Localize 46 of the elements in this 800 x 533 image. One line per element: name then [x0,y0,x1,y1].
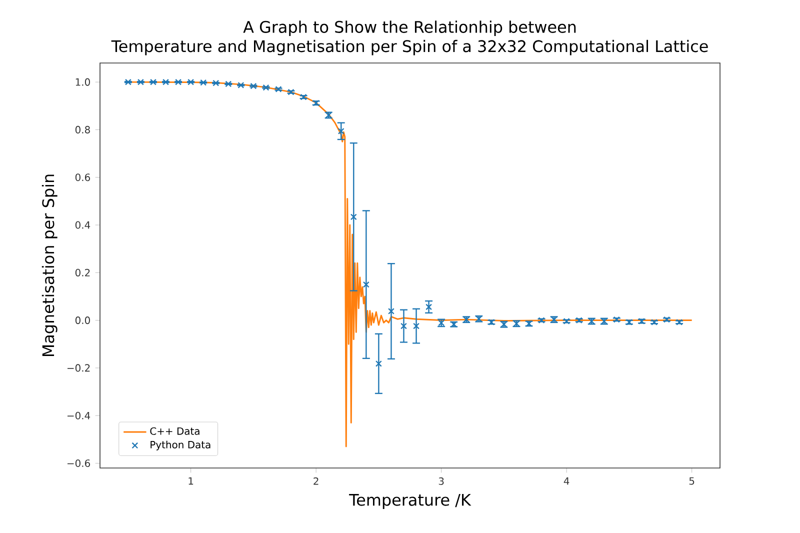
chart-subtitle: Temperature and Magnetisation per Spin of a 32x32 Computational Lattice [111,40,708,56]
y-tick-label: −0.4 [68,412,90,420]
legend-label: C++ Data [150,427,200,435]
y-tick-label: −0.6 [68,459,90,468]
point [350,214,357,220]
point [250,82,257,90]
point [388,308,394,314]
point [613,316,620,323]
x-tick-label: 5 [689,477,694,485]
point [238,82,244,88]
point [262,84,270,91]
point [664,316,670,323]
point [124,78,132,86]
legend-label: Python Data [150,440,210,450]
point [413,322,420,330]
x-tick-label: 4 [564,477,570,485]
y-tick-label: 0.4 [75,221,90,229]
point [162,78,169,86]
point [375,360,382,367]
y-tick-label: 0.6 [75,174,90,182]
point [188,78,194,86]
y-axis-title: Magnetisation per Spin [42,174,58,356]
y-tick-label: −0.2 [68,364,90,372]
x-tick-label: 2 [314,477,318,485]
point [288,88,294,96]
point [426,304,432,310]
y-tick-label: 1.0 [76,78,90,86]
y-tick-label: 0.2 [75,268,90,276]
point [362,281,370,288]
chart-title: A Graph to Show the Relationhip between [243,20,576,36]
y-tick-label: 0.0 [75,316,90,324]
y-tick-label: 0.8 [75,126,90,134]
x-axis-title: Temperature /K [349,494,472,509]
point [338,128,344,134]
x-tick-label: 1 [188,477,194,485]
point [651,318,658,326]
point [150,78,156,86]
point [275,86,282,92]
point [225,80,232,88]
point [137,78,144,86]
point [676,318,683,326]
point [212,80,220,86]
point [400,322,407,330]
point [175,78,182,86]
x-tick-label: 3 [438,477,444,485]
point [200,79,207,86]
